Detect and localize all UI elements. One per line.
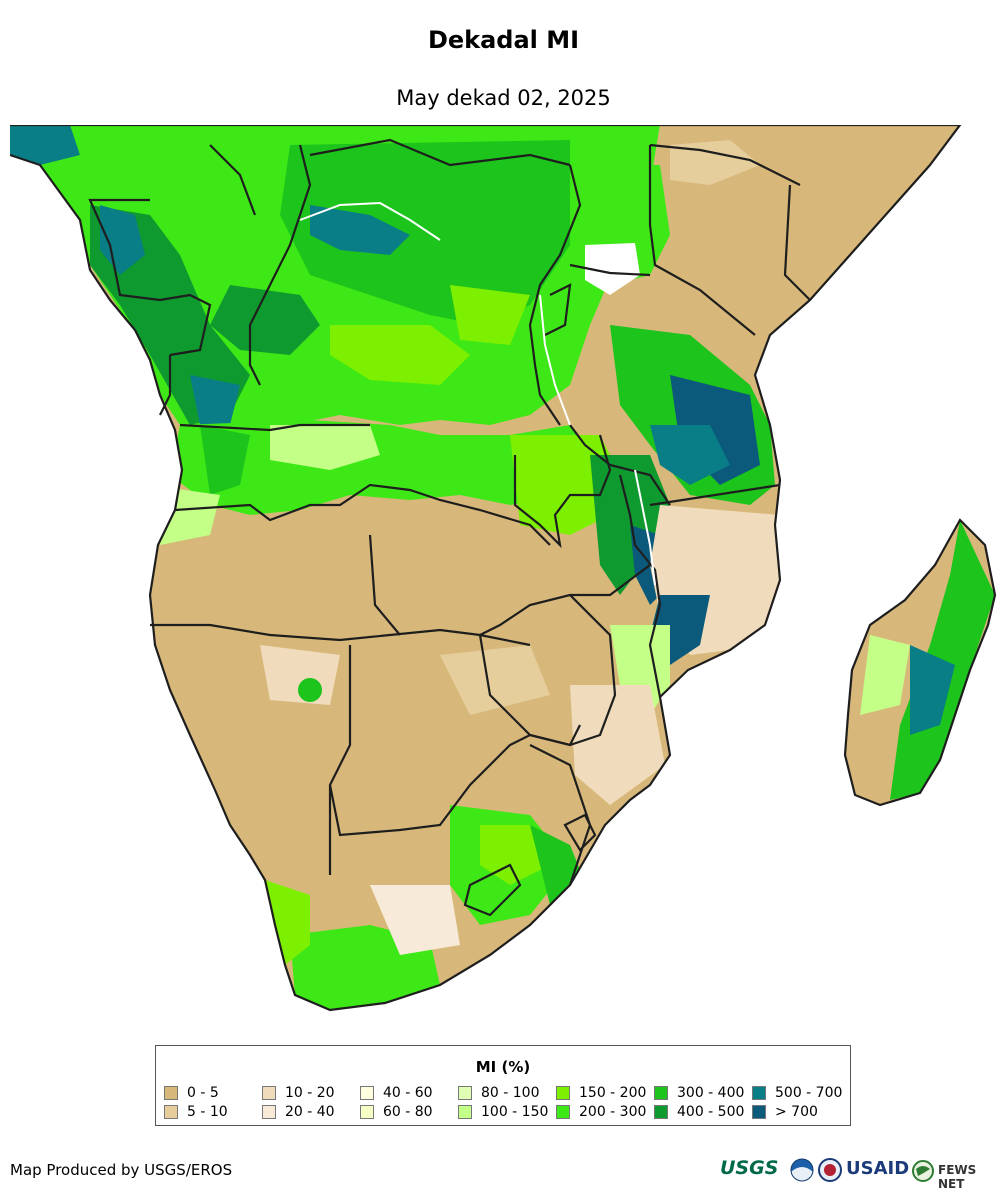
map-title: Dekadal MI [427,26,580,54]
noaa-logo-icon [790,1158,814,1182]
legend-label: 5 - 10 [187,1104,228,1120]
legend-label: 20 - 40 [285,1104,335,1120]
legend-label: 10 - 20 [285,1085,335,1101]
legend-label: 400 - 500 [677,1104,745,1120]
legend-label: 80 - 100 [481,1085,540,1101]
legend-swatch [752,1086,766,1100]
legend-swatch [654,1105,668,1119]
legend-item: 0 - 5 [164,1085,219,1101]
legend-swatch [654,1086,668,1100]
legend-swatch [458,1105,472,1119]
legend-swatch [164,1105,178,1119]
legend-item: 20 - 40 [262,1104,335,1120]
usgs-logo: USGS [720,1157,779,1179]
legend-label: 0 - 5 [187,1085,219,1101]
legend-swatch [360,1086,374,1100]
country-borders [10,125,997,1012]
legend-label: 150 - 200 [579,1085,647,1101]
legend-title: MI (%) [475,1058,531,1076]
legend-item: 100 - 150 [458,1104,548,1120]
partner-logos: USGS USAID FEWS NET [720,1155,1005,1191]
major-rivers [299,201,656,586]
legend-item: 60 - 80 [360,1104,433,1120]
legend-item: 400 - 500 [654,1104,744,1120]
legend-label: > 700 [775,1104,818,1120]
legend-swatch [458,1086,472,1100]
legend-swatch [164,1086,178,1100]
legend-swatch [262,1086,276,1100]
legend-swatch [752,1105,766,1119]
legend-items: 0 - 5 5 - 10 10 - 20 20 - 40 40 - 60 60 … [164,1085,854,1125]
legend-swatch [556,1086,570,1100]
legend-item: 150 - 200 [556,1085,646,1101]
legend-item: > 700 [752,1104,818,1120]
legend: MI (%) 0 - 5 5 - 10 10 - 20 20 - 40 40 -… [155,1045,851,1126]
legend-label: 100 - 150 [481,1104,549,1120]
seal-logo-icon [818,1158,842,1182]
legend-label: 300 - 400 [677,1085,745,1101]
map-credit: Map Produced by USGS/EROS [10,1161,233,1179]
legend-item: 40 - 60 [360,1085,433,1101]
legend-item: 500 - 700 [752,1085,842,1101]
legend-item: 300 - 400 [654,1085,744,1101]
legend-label: 200 - 300 [579,1104,647,1120]
fews-net-logo: FEWS NET [938,1163,977,1191]
moisture-index-map [10,125,997,1012]
legend-item: 10 - 20 [262,1085,335,1101]
usaid-logo: USAID [846,1158,910,1179]
legend-swatch [262,1105,276,1119]
legend-swatch [360,1105,374,1119]
map-subtitle: May dekad 02, 2025 [396,86,611,110]
legend-label: 60 - 80 [383,1104,433,1120]
legend-label: 500 - 700 [775,1085,843,1101]
legend-label: 40 - 60 [383,1085,433,1101]
legend-item: 5 - 10 [164,1104,228,1120]
legend-item: 200 - 300 [556,1104,646,1120]
land-fill [10,125,995,1010]
legend-item: 80 - 100 [458,1085,540,1101]
globe-icon [912,1160,934,1182]
legend-swatch [556,1105,570,1119]
